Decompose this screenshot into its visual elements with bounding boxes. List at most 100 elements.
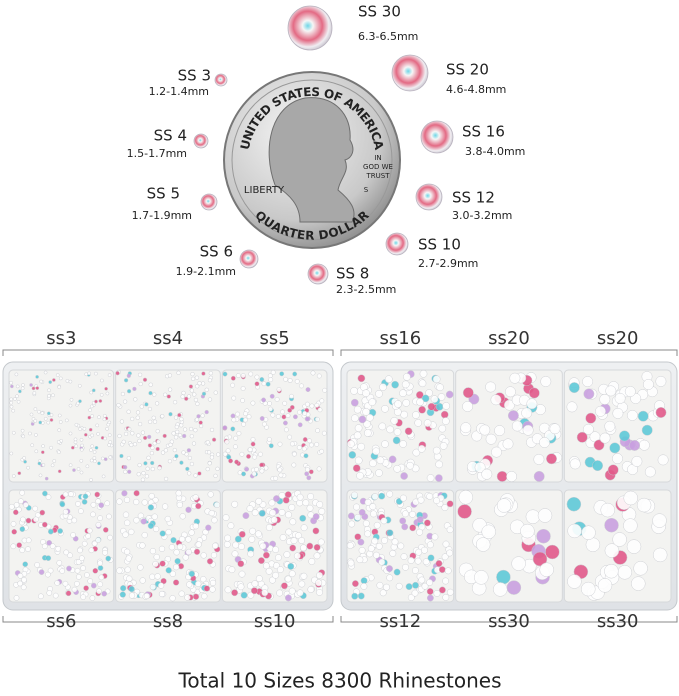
stone-dot — [275, 413, 281, 419]
stone-dot — [132, 386, 137, 392]
stone-dot — [207, 491, 214, 498]
stone-dot — [213, 501, 221, 509]
stone-dot — [107, 373, 112, 377]
stone-dot — [79, 437, 84, 442]
stone-dot — [102, 417, 107, 422]
stone-dot — [139, 404, 144, 409]
stone-dot — [223, 540, 231, 548]
stone-dot — [281, 414, 287, 420]
stone-dot — [44, 476, 49, 481]
stone-dot — [204, 409, 209, 415]
stone-dot — [195, 384, 200, 389]
stone-dot — [163, 392, 168, 397]
stone-dot — [68, 403, 73, 408]
stone-dot — [149, 450, 155, 456]
stone-dot — [301, 446, 307, 452]
stone-dot — [178, 536, 186, 543]
stone-dot — [403, 373, 411, 381]
stone-dot — [78, 399, 82, 404]
stone-dot — [205, 524, 212, 531]
stone-dot — [140, 477, 146, 482]
stone-dot — [197, 471, 202, 476]
stone-dot — [46, 411, 51, 416]
compartment-label: ss30 — [488, 611, 530, 632]
stone-dot — [462, 387, 474, 399]
stone-dot — [401, 380, 410, 389]
stone-dot — [123, 548, 131, 555]
stone-dot — [88, 547, 95, 554]
stone-dot — [316, 501, 324, 508]
stone-dot — [257, 557, 265, 565]
stone-dot — [255, 575, 263, 583]
stone-dot — [140, 430, 146, 435]
bracket — [340, 616, 678, 623]
stone-dot — [273, 475, 279, 481]
stone-dot — [310, 370, 316, 376]
stone-dot — [657, 454, 669, 466]
stone-dot — [126, 409, 131, 414]
stone-dot — [595, 405, 606, 417]
stone-dot — [353, 503, 360, 511]
stone-dot — [89, 478, 93, 482]
stone-dot — [230, 426, 236, 432]
stone-dot — [432, 446, 441, 455]
stone-dot — [123, 469, 128, 474]
stone-dot — [371, 493, 379, 501]
stone-dot — [119, 419, 125, 424]
stone-dot — [57, 450, 61, 455]
bracket — [2, 349, 334, 356]
stone-dot — [108, 455, 113, 460]
stone-dot — [123, 465, 128, 470]
stone-dot — [227, 522, 235, 530]
stone-dot — [15, 384, 20, 389]
stone-dot — [655, 407, 667, 418]
stone-dot — [191, 441, 197, 446]
stone-dot — [11, 474, 16, 478]
stone-dot — [96, 432, 100, 436]
stone-dot — [279, 534, 287, 541]
stone-dot — [10, 543, 17, 550]
compartment-label: ss12 — [379, 611, 421, 632]
stone-dot — [233, 435, 239, 441]
stone-dot — [115, 371, 120, 376]
stone-dot — [370, 510, 377, 518]
stone-dot — [213, 390, 218, 395]
stone-dot — [238, 530, 246, 538]
size-range: 4.6-4.8mm — [446, 83, 506, 96]
stone-dot — [259, 542, 267, 550]
stone-dot — [474, 461, 486, 473]
stone-dot — [39, 379, 43, 384]
stone-dot — [426, 474, 435, 482]
stone-dot — [409, 510, 416, 518]
stone-dot — [567, 523, 582, 539]
stone-dot — [123, 431, 129, 437]
stone-dot — [62, 580, 69, 587]
stone-dot — [288, 587, 296, 595]
stone-dot — [287, 378, 293, 383]
stone-dot — [176, 501, 183, 509]
stone-dot — [132, 442, 138, 447]
stone-dot — [280, 409, 285, 415]
stone-dot — [305, 467, 310, 473]
stone-dot — [167, 387, 173, 392]
stone-dot — [296, 589, 304, 597]
stone-dot — [479, 424, 491, 436]
stone-dot — [200, 552, 207, 559]
stone-dot — [193, 428, 198, 433]
stone-dot — [38, 473, 43, 478]
stone-dot — [123, 496, 131, 504]
stone-dot — [152, 560, 159, 568]
stone-dot — [164, 515, 171, 523]
stone-dot — [358, 508, 366, 516]
stone-dot — [240, 398, 246, 403]
stone-dot — [379, 383, 387, 391]
stone-dot — [242, 512, 250, 520]
stone-dot — [171, 431, 176, 436]
stone-dot — [74, 422, 79, 427]
stone-dot — [55, 545, 62, 552]
stone-dot — [62, 508, 69, 515]
stone-dot — [641, 424, 653, 436]
stone-dot — [416, 398, 424, 406]
stone-dot — [167, 459, 173, 464]
stone-dot — [25, 546, 31, 552]
